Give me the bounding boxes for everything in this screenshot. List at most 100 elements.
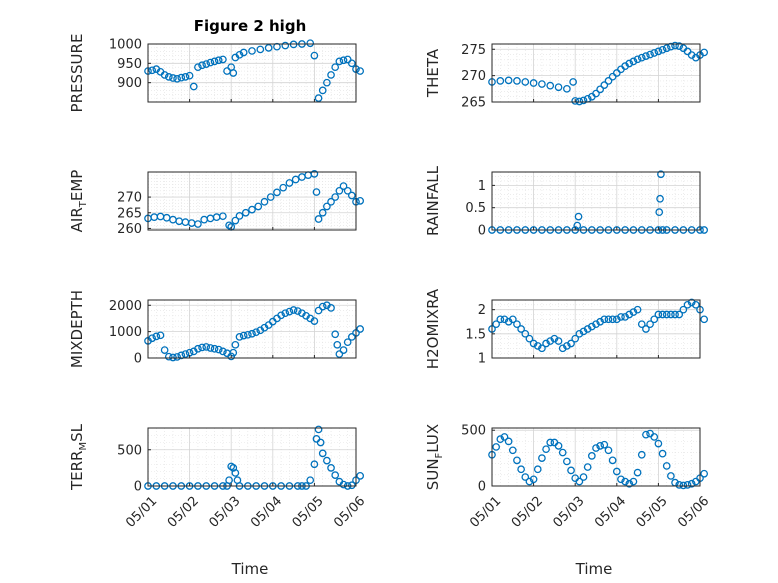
data-point (339, 182, 348, 190)
data-point (356, 471, 365, 480)
data-point (323, 202, 331, 211)
data-point (642, 430, 650, 439)
y-axis-label-rest: LUX (424, 424, 442, 453)
axes-box (491, 43, 701, 103)
data-point (323, 78, 331, 87)
data-point (248, 329, 256, 338)
data-point (563, 342, 571, 350)
data-point (225, 221, 233, 230)
data-point (629, 477, 638, 486)
data-point (160, 346, 169, 354)
data-point (291, 175, 300, 184)
data-point (356, 196, 365, 205)
y-axis-label-main: TERR (68, 451, 86, 492)
data-point (312, 188, 321, 196)
data-point (563, 84, 571, 93)
data-point (343, 338, 352, 347)
data-point (587, 322, 596, 331)
data-point (633, 305, 642, 314)
data-point (148, 66, 157, 75)
data-point (525, 334, 534, 343)
data-point (612, 467, 621, 476)
y-axis-label-rest: SL (68, 423, 86, 442)
data-point (331, 193, 340, 201)
data-point (310, 460, 319, 469)
data-point (650, 49, 659, 57)
data-point (156, 331, 165, 340)
data-point (160, 71, 169, 79)
data-point (164, 352, 173, 361)
data-point (608, 456, 617, 465)
data-point (667, 472, 675, 480)
data-point (575, 97, 584, 106)
data-point (264, 44, 273, 52)
data-point (646, 320, 654, 329)
data-point (254, 202, 263, 211)
y-tick-label: 1000 (109, 38, 142, 53)
y-axis-label-main: H2OMIXRA (424, 288, 442, 369)
data-point (629, 57, 638, 66)
data-point (327, 304, 335, 312)
data-point (621, 313, 629, 321)
data-point (310, 51, 319, 60)
data-point (521, 78, 530, 86)
y-axis-label-main: PRESSURE (68, 34, 86, 113)
data-point (662, 462, 671, 470)
y-tick-label: 0.5 (465, 201, 486, 216)
y-tick-label: 500 (117, 443, 142, 458)
data-point (529, 475, 538, 484)
data-point (504, 437, 513, 446)
y-tick-label: 1.5 (465, 327, 486, 342)
data-point (148, 334, 157, 343)
data-point (583, 463, 592, 471)
data-point (625, 479, 634, 488)
data-point (181, 350, 190, 358)
data-point (252, 328, 261, 337)
data-point (517, 465, 525, 474)
data-point (164, 73, 173, 81)
data-point (214, 56, 223, 65)
data-point (210, 57, 219, 66)
axes-box (147, 43, 357, 103)
data-point (293, 307, 302, 315)
data-point (343, 55, 352, 64)
data-point (683, 481, 692, 489)
data-point (654, 439, 663, 448)
subplot-h2omixra: 1 1.5 2 H2OMIXRA (424, 288, 709, 369)
data-point (310, 170, 319, 178)
data-point (612, 315, 621, 324)
data-point (671, 310, 679, 319)
data-point (546, 81, 555, 90)
data-point (533, 465, 542, 474)
data-point (306, 39, 315, 48)
data-point (492, 443, 501, 451)
data-point (235, 50, 244, 59)
data-point (248, 205, 256, 214)
y-axis-label-rest: EMP (68, 170, 86, 201)
figure-title: Figure 2 high (194, 17, 307, 35)
data-point (513, 77, 521, 85)
data-point (654, 47, 663, 56)
data-point (538, 80, 546, 88)
data-point (667, 42, 675, 51)
data-point (327, 464, 335, 472)
data-point (621, 477, 629, 486)
data-point (229, 348, 238, 357)
y-tick-label: 270 (117, 191, 142, 206)
data-point (202, 343, 211, 351)
data-point (592, 320, 600, 329)
axes-box (491, 171, 701, 231)
data-point (558, 344, 567, 353)
data-point (339, 480, 348, 489)
y-axis-label-main: AIR (68, 207, 86, 232)
data-point (152, 332, 161, 341)
data-point (579, 473, 588, 481)
data-point (331, 63, 340, 72)
data-point (513, 320, 521, 329)
data-point (637, 53, 646, 62)
data-point (533, 342, 542, 350)
data-point (214, 345, 223, 354)
axes-box (147, 427, 357, 487)
data-point (177, 73, 186, 82)
data-point (327, 71, 335, 79)
